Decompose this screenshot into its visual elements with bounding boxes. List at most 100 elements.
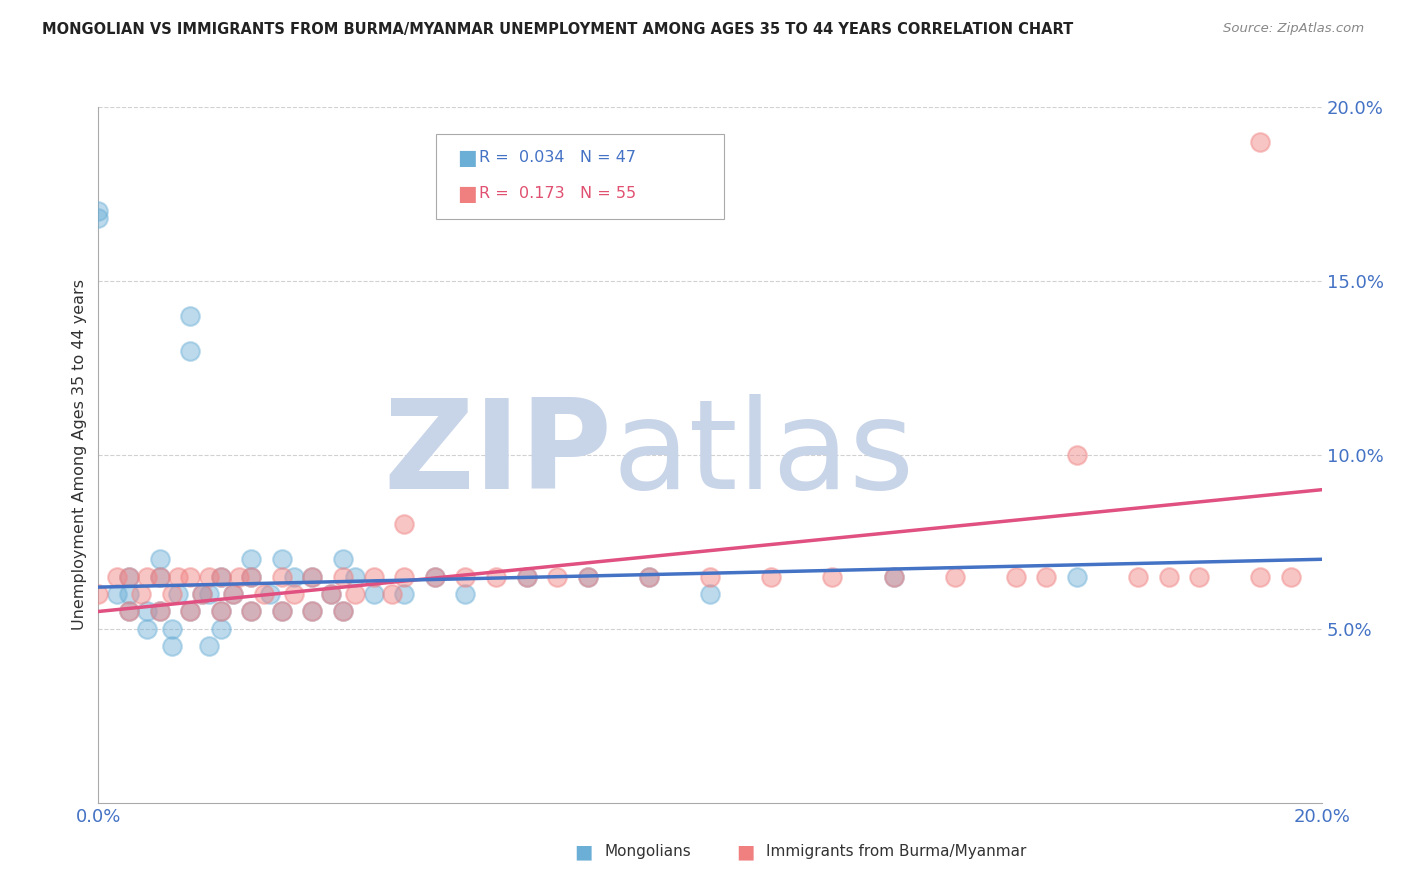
Point (222, 587, 245, 601)
Text: ■: ■ (457, 148, 477, 168)
Point (270, 605, 292, 619)
Point (240, 570, 263, 584)
Point (1249, 570, 1271, 584)
Point (209, 622, 232, 636)
Point (576, 570, 599, 584)
Point (167, 587, 190, 601)
Point (699, 570, 721, 584)
Point (332, 605, 354, 619)
Text: MONGOLIAN VS IMMIGRANTS FROM BURMA/MYANMAR UNEMPLOYMENT AMONG AGES 35 TO 44 YEAR: MONGOLIAN VS IMMIGRANTS FROM BURMA/MYANM… (42, 22, 1073, 37)
Point (179, 605, 201, 619)
Point (209, 570, 232, 584)
Point (363, 587, 385, 601)
Point (240, 570, 263, 584)
Point (228, 570, 250, 584)
Point (259, 587, 281, 601)
Point (191, 587, 214, 601)
Point (576, 570, 599, 584)
Point (516, 570, 538, 584)
Point (160, 587, 183, 601)
Text: ■: ■ (457, 184, 477, 203)
Point (105, 587, 128, 601)
Point (149, 570, 172, 584)
Point (301, 605, 323, 619)
Point (943, 570, 966, 584)
Point (454, 570, 477, 584)
Point (167, 570, 190, 584)
Point (423, 570, 446, 584)
Point (423, 570, 446, 584)
Text: Immigrants from Burma/Myanmar: Immigrants from Burma/Myanmar (766, 845, 1026, 859)
Point (363, 570, 385, 584)
Point (87, 587, 110, 601)
Point (759, 570, 782, 584)
Point (301, 605, 323, 619)
Point (516, 570, 538, 584)
Point (332, 605, 354, 619)
Point (699, 587, 721, 601)
Point (1188, 570, 1211, 584)
Point (1066, 448, 1088, 462)
Point (149, 570, 172, 584)
Point (301, 570, 323, 584)
Point (344, 587, 367, 601)
Point (883, 570, 905, 584)
Point (209, 570, 232, 584)
Point (129, 587, 152, 601)
Point (301, 570, 323, 584)
Point (197, 639, 219, 653)
Point (197, 587, 219, 601)
Point (179, 605, 201, 619)
Point (392, 587, 416, 601)
Point (179, 570, 201, 584)
Point (1249, 135, 1271, 149)
Text: atlas: atlas (612, 394, 914, 516)
Point (160, 639, 183, 653)
Point (240, 605, 263, 619)
Point (252, 587, 274, 601)
Point (454, 587, 477, 601)
Point (332, 552, 354, 566)
Point (637, 570, 661, 584)
Point (1004, 570, 1026, 584)
Point (149, 605, 172, 619)
Point (1157, 570, 1180, 584)
Point (209, 605, 232, 619)
Text: ■: ■ (574, 842, 593, 862)
Point (87, 211, 110, 226)
Point (1035, 570, 1057, 584)
Point (118, 605, 141, 619)
Point (149, 605, 172, 619)
Point (344, 570, 367, 584)
Point (821, 570, 844, 584)
Point (222, 587, 245, 601)
Point (118, 570, 141, 584)
Text: R =  0.173   N = 55: R = 0.173 N = 55 (479, 186, 637, 201)
Point (637, 570, 661, 584)
Point (105, 570, 128, 584)
Point (240, 552, 263, 566)
Y-axis label: Unemployment Among Ages 35 to 44 years: Unemployment Among Ages 35 to 44 years (72, 279, 87, 631)
Point (136, 622, 159, 636)
Point (381, 587, 404, 601)
Point (87, 204, 110, 219)
Text: R =  0.034   N = 47: R = 0.034 N = 47 (479, 151, 637, 165)
Point (485, 570, 508, 584)
Point (160, 622, 183, 636)
Point (1066, 570, 1088, 584)
Point (209, 605, 232, 619)
Point (319, 587, 342, 601)
Point (118, 605, 141, 619)
Point (270, 605, 292, 619)
Point (197, 570, 219, 584)
Point (179, 309, 201, 323)
Point (392, 517, 416, 532)
Point (283, 587, 305, 601)
Point (270, 570, 292, 584)
Point (546, 570, 568, 584)
Point (1279, 570, 1302, 584)
Text: ■: ■ (735, 842, 755, 862)
Point (118, 587, 141, 601)
Point (392, 570, 416, 584)
Text: ZIP: ZIP (384, 394, 612, 516)
